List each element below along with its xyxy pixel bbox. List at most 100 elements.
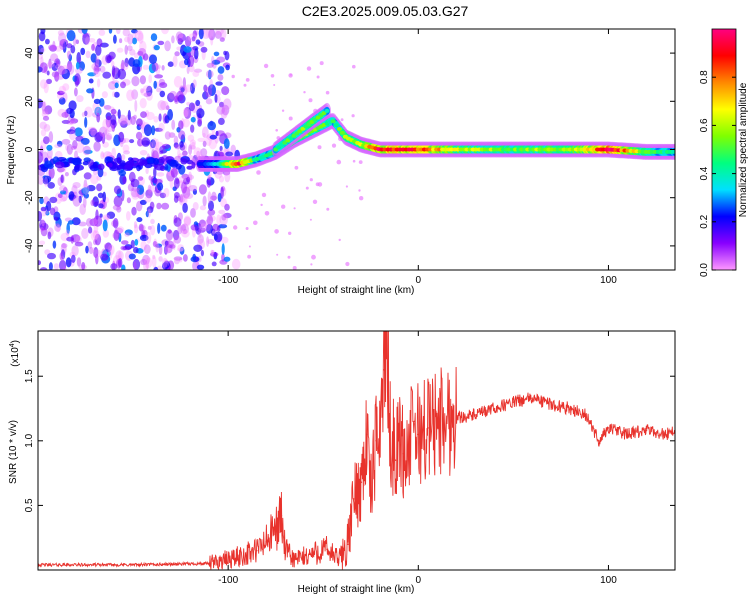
noise-speck (127, 109, 131, 121)
noise-speck (208, 215, 216, 222)
noise-speck (44, 176, 48, 187)
sparse-speck (336, 159, 342, 165)
noise-speck (188, 185, 198, 192)
noise-speck (210, 55, 215, 67)
noise-speck (124, 36, 131, 43)
noise-speck (147, 208, 151, 218)
noise-speck (58, 97, 66, 105)
noise-speck (82, 32, 90, 45)
noise-speck (193, 68, 203, 73)
noise-speck (176, 46, 182, 51)
noise-speck (70, 235, 75, 244)
noise-band-speck (141, 159, 148, 167)
noise-speck (60, 190, 67, 195)
noise-speck (94, 233, 102, 246)
noise-speck (201, 126, 209, 139)
noise-speck (53, 263, 60, 270)
noise-speck (87, 72, 96, 77)
sparse-speck (288, 231, 292, 235)
noise-speck (187, 134, 195, 142)
noise-speck (152, 137, 158, 150)
noise-speck (124, 44, 128, 55)
noise-band-speck (186, 165, 193, 170)
noise-band-speck (124, 164, 133, 170)
noise-speck (204, 219, 212, 232)
noise-speck (39, 121, 47, 130)
noise-speck (221, 214, 227, 221)
noise-speck (75, 235, 82, 244)
noise-speck (180, 223, 190, 235)
noise-speck (76, 141, 85, 154)
noise-speck (144, 256, 153, 269)
noise-speck (224, 171, 231, 183)
noise-band-speck (82, 161, 89, 166)
noise-speck (163, 187, 170, 198)
noise-speck (104, 135, 112, 140)
sparse-speck (326, 207, 330, 211)
y-tick-label: -40 (24, 238, 35, 253)
spectrogram-marks (38, 29, 675, 270)
noise-speck (122, 29, 130, 37)
snr-multiplier-prefix: (x10 (10, 347, 21, 367)
noise-speck (160, 100, 169, 111)
noise-speck (127, 33, 134, 45)
noise-speck (143, 244, 151, 255)
noise-speck (41, 101, 46, 112)
noise-speck (55, 75, 65, 80)
noise-speck (159, 82, 168, 89)
noise-speck (202, 91, 209, 100)
noise-speck (196, 264, 205, 270)
snr-point (326, 548, 328, 551)
noise-speck (188, 64, 195, 73)
noise-speck (149, 141, 153, 150)
noise-speck (186, 176, 191, 183)
noise-speck (66, 30, 76, 42)
noise-speck (161, 29, 169, 35)
noise-speck (40, 227, 48, 237)
spectrogram-axes: -100 0 100 -40 -20 0 20 40 (24, 29, 675, 286)
y-tick-label: 1.5 (24, 369, 35, 383)
noise-speck (207, 209, 216, 216)
noise-speck (38, 175, 44, 185)
snr-point (312, 552, 315, 554)
noise-speck (113, 34, 117, 44)
noise-speck (190, 208, 196, 218)
noise-speck (201, 29, 211, 39)
noise-speck (99, 98, 105, 107)
noise-speck (207, 216, 213, 221)
noise-speck (83, 172, 92, 180)
sparse-speck (309, 218, 312, 221)
noise-speck (66, 50, 72, 60)
noise-speck (192, 253, 197, 261)
noise-speck (48, 167, 55, 179)
noise-speck (113, 185, 122, 195)
noise-speck (133, 114, 137, 120)
sparse-speck (270, 74, 275, 78)
noise-speck (183, 254, 188, 262)
noise-speck (136, 184, 145, 195)
colorbar-tick-label: 0.0 (699, 263, 710, 277)
noise-speck (90, 199, 95, 206)
noise-speck (48, 44, 57, 51)
noise-speck (118, 258, 123, 268)
noise-speck (132, 258, 141, 270)
noise-speck (157, 222, 161, 234)
noise-speck (120, 118, 129, 125)
noise-speck (104, 129, 110, 136)
noise-speck (143, 124, 152, 137)
snr-plot-area (38, 331, 675, 570)
noise-band-speck (74, 164, 84, 171)
snr-x-axis-label: Height of straight line (km) (298, 584, 415, 595)
sparse-speck (310, 263, 313, 266)
noise-speck (57, 193, 63, 198)
noise-speck (74, 73, 81, 86)
noise-speck (198, 184, 207, 195)
noise-speck (134, 239, 139, 246)
noise-speck (220, 236, 229, 244)
noise-speck (131, 89, 139, 100)
noise-speck (45, 38, 50, 45)
noise-speck (83, 196, 87, 208)
snr-point (366, 433, 368, 436)
noise-speck (120, 120, 128, 128)
noise-speck (46, 78, 52, 85)
